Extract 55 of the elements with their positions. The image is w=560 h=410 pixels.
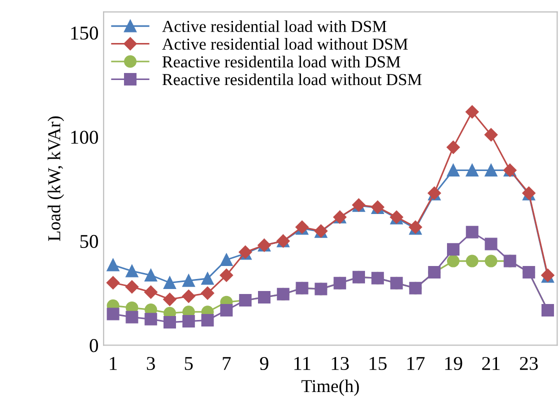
point [220, 304, 233, 316]
legend-label: Active residential load without DSM [162, 38, 408, 50]
x-tick-label: 17 [407, 356, 425, 370]
point [182, 274, 195, 287]
point [182, 290, 196, 303]
point [466, 164, 478, 176]
point [484, 128, 498, 142]
x-tick-label: 11 [294, 356, 310, 370]
point [201, 272, 214, 285]
legend-label: Active residential load with DSM [162, 20, 386, 32]
x-tick-label: 13 [332, 356, 349, 370]
y-tick-label: 50 [80, 234, 98, 248]
point [220, 254, 233, 266]
x-tick-label: 19 [445, 356, 462, 370]
point [447, 243, 460, 256]
point [164, 316, 176, 329]
point [201, 314, 214, 326]
point [125, 280, 139, 294]
y-axis-title: Load (kW, kVAr) [48, 116, 64, 241]
point [144, 312, 158, 326]
point [200, 286, 214, 300]
point [126, 310, 138, 324]
point [484, 254, 498, 268]
point [106, 258, 120, 272]
x-tick-label: 15 [370, 356, 387, 370]
point [163, 292, 176, 306]
legend-label: Reactive residentila load without DSM [162, 73, 422, 86]
point [484, 238, 498, 250]
point [164, 276, 176, 289]
point [447, 164, 460, 176]
y-tick-label: 100 [71, 130, 98, 144]
point [446, 140, 460, 154]
x-tick-label: 9 [260, 356, 268, 370]
point [144, 268, 158, 282]
x-tick-label: 1 [110, 356, 117, 370]
point [182, 315, 195, 328]
y-tick-label: 150 [71, 26, 98, 40]
point [220, 268, 234, 282]
point [447, 254, 460, 268]
x-tick-label: 3 [146, 356, 155, 370]
y-tick-label: 0 [90, 339, 98, 352]
point [106, 276, 120, 290]
point [484, 164, 498, 176]
x-tick-label: 7 [222, 357, 231, 370]
point [126, 264, 138, 278]
x-tick-label: 21 [482, 356, 500, 370]
x-tick-label: 5 [184, 357, 193, 370]
x-tick-label: 23 [520, 356, 538, 370]
point [466, 226, 478, 238]
point [144, 286, 158, 299]
x-axis-title: Time(h) [301, 380, 359, 396]
point [466, 254, 478, 268]
point [106, 308, 120, 320]
point [466, 105, 479, 118]
legend-label: Reactive residentila load with DSM [162, 56, 400, 68]
